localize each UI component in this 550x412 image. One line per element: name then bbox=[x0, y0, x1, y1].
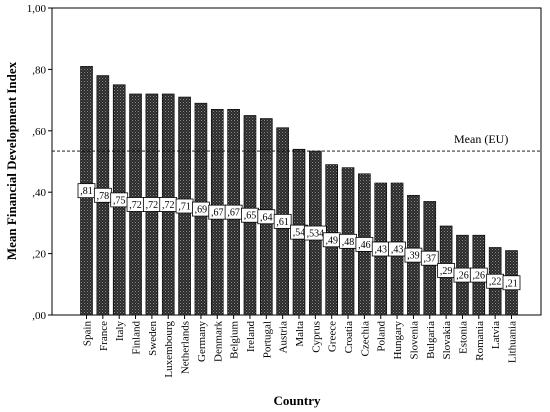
mean-reference: Mean (EU) bbox=[52, 132, 541, 152]
data-label: ,26 bbox=[473, 271, 486, 282]
category-label: Italy bbox=[114, 321, 126, 342]
data-label: ,61 bbox=[276, 217, 289, 228]
data-label: ,81 bbox=[80, 186, 93, 197]
y-axis-title: Mean Financial Development Index bbox=[4, 61, 19, 260]
data-label: ,39 bbox=[407, 251, 420, 262]
category-label: Estonia bbox=[457, 321, 469, 354]
data-label-box bbox=[273, 213, 292, 229]
mean-line-label: Mean (EU) bbox=[454, 132, 508, 146]
data-label-box bbox=[502, 275, 521, 291]
category-label: Poland bbox=[376, 321, 388, 352]
category-label: Luxembourg bbox=[163, 321, 175, 378]
data-label: ,67 bbox=[227, 208, 240, 219]
data-label: ,65 bbox=[244, 211, 257, 222]
y-tick-label: ,00 bbox=[32, 310, 46, 322]
y-tick-label: 1,00 bbox=[27, 3, 47, 15]
data-label: ,46 bbox=[358, 240, 371, 251]
category-label: Slovakia bbox=[441, 321, 453, 360]
data-label: ,64 bbox=[260, 212, 273, 223]
data-label: ,43 bbox=[391, 244, 404, 255]
data-label: ,69 bbox=[195, 205, 208, 216]
data-label: ,75 bbox=[113, 195, 126, 206]
data-label: ,78 bbox=[97, 191, 110, 202]
data-label: ,54 bbox=[293, 228, 306, 239]
x-axis: Spain France Italy Finland Sweden Luxembourg N… bbox=[82, 315, 519, 378]
category-label: Lithuania bbox=[507, 321, 519, 363]
data-label: ,534 bbox=[307, 229, 325, 240]
category-label: Croatia bbox=[343, 321, 355, 353]
category-label: Portugal bbox=[261, 321, 273, 358]
category-label: Cyprus bbox=[310, 321, 322, 353]
data-label: ,72 bbox=[129, 200, 142, 211]
y-axis: ,00 ,20 ,40 ,60 ,80 1,00 bbox=[27, 3, 52, 322]
x-axis-title: Country bbox=[274, 393, 321, 408]
category-label: Malta bbox=[294, 321, 306, 347]
data-label: ,72 bbox=[162, 200, 175, 211]
data-label: ,71 bbox=[178, 202, 191, 213]
data-label-box bbox=[420, 250, 439, 266]
category-label: Netherlands bbox=[180, 321, 192, 374]
data-label: ,48 bbox=[342, 237, 355, 248]
category-label: Belgium bbox=[229, 321, 241, 359]
category-label: France bbox=[98, 321, 110, 351]
category-label: Ireland bbox=[245, 321, 257, 353]
data-label: ,37 bbox=[424, 254, 437, 265]
category-label: Austria bbox=[278, 321, 290, 354]
category-label: Sweden bbox=[147, 321, 159, 356]
data-label: ,72 bbox=[146, 200, 159, 211]
category-label: Czechia bbox=[359, 321, 371, 357]
y-tick-label: ,60 bbox=[32, 126, 46, 138]
category-label: Slovenia bbox=[408, 321, 420, 360]
category-label: Spain bbox=[82, 321, 94, 347]
category-label: Latvia bbox=[490, 321, 502, 349]
category-label: Romania bbox=[474, 321, 486, 361]
category-label: Germany bbox=[196, 321, 208, 362]
y-tick-label: ,80 bbox=[32, 64, 46, 76]
data-label: ,26 bbox=[456, 271, 469, 282]
category-label: Finland bbox=[131, 321, 143, 355]
category-label: Hungary bbox=[392, 321, 404, 360]
data-labels: ,81,78,75,72,72,72,71,69,67,67,65,64,61,… bbox=[77, 183, 521, 291]
y-tick-label: ,40 bbox=[32, 187, 46, 199]
data-label: ,21 bbox=[505, 278, 518, 289]
data-label: ,22 bbox=[489, 277, 502, 288]
data-label: ,67 bbox=[211, 208, 224, 219]
category-label: Bulgaria bbox=[425, 321, 437, 359]
data-label: ,43 bbox=[374, 244, 387, 255]
data-label: ,49 bbox=[325, 235, 338, 246]
category-label: Greece bbox=[327, 321, 339, 352]
data-label: ,29 bbox=[440, 266, 453, 277]
y-tick-label: ,20 bbox=[32, 249, 46, 261]
category-label: Denmark bbox=[212, 321, 224, 362]
